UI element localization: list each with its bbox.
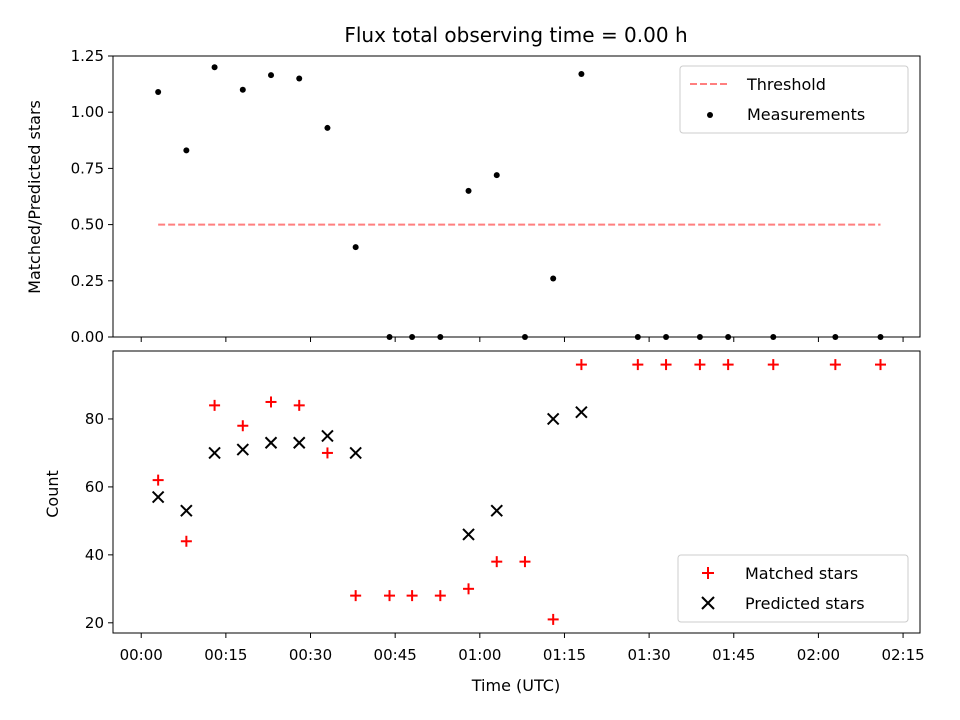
measurement-point xyxy=(296,75,303,82)
x-axis-label: Time (UTC) xyxy=(471,676,560,695)
measurement-point xyxy=(493,172,500,179)
x-tick-label: 02:15 xyxy=(881,646,924,664)
matched-star-point xyxy=(829,359,841,371)
matched-legend-label: Matched stars xyxy=(745,564,858,583)
matched-star-point xyxy=(519,556,531,568)
matched-star-point xyxy=(434,590,446,602)
matched-star-point xyxy=(237,420,249,432)
count-points xyxy=(151,359,886,625)
measurement-point xyxy=(352,244,359,251)
top-y-tick-label: 0.50 xyxy=(71,216,104,234)
top-legend: Threshold Measurements xyxy=(679,65,909,134)
top-y-tick-label: 1.00 xyxy=(71,103,104,121)
bottom-y-tick-label: 40 xyxy=(85,546,104,564)
x-tick-label: 00:15 xyxy=(204,646,247,664)
bottom-y-tick-label: 20 xyxy=(85,614,104,632)
top-panel: 0.00 0.25 0.50 0.75 1.00 1.25 Matched/Predict… xyxy=(25,47,921,346)
top-y-tick-label: 1.25 xyxy=(71,47,104,65)
matched-star-point xyxy=(767,359,779,371)
x-tick-label: 01:00 xyxy=(458,646,501,664)
bottom-axes-frame xyxy=(112,350,921,634)
measurement-point xyxy=(578,70,585,77)
measurements-legend-label: Measurements xyxy=(747,105,865,124)
matched-star-point xyxy=(152,474,164,486)
threshold-legend-label: Threshold xyxy=(746,75,826,94)
bottom-legend: Matched stars Predicted stars xyxy=(677,554,909,623)
top-y-ticks: 0.00 0.25 0.50 0.75 1.00 1.25 xyxy=(71,47,113,346)
matched-star-point xyxy=(575,359,587,371)
x-tick-label: 00:00 xyxy=(120,646,163,664)
measurement-point xyxy=(239,86,246,93)
top-y-tick-label: 0.00 xyxy=(71,328,104,346)
measurement-point xyxy=(550,275,557,282)
predicted-star-point xyxy=(180,504,193,517)
top-y-axis-label: Matched/Predicted stars xyxy=(25,100,44,294)
matched-star-point xyxy=(265,396,277,408)
x-tick-label: 00:45 xyxy=(374,646,417,664)
predicted-star-point xyxy=(462,528,475,541)
bottom-y-tick-label: 60 xyxy=(85,478,104,496)
top-y-tick-label: 0.75 xyxy=(71,159,104,177)
bottom-y-tick-label: 80 xyxy=(85,410,104,428)
measurements-legend-icon xyxy=(707,112,713,118)
matched-star-point xyxy=(463,583,475,595)
x-tick-label: 01:30 xyxy=(628,646,671,664)
matched-star-point xyxy=(209,399,221,411)
predicted-star-point xyxy=(293,436,306,449)
measurement-point xyxy=(155,88,162,95)
chart-title: Flux total observing time = 0.00 h xyxy=(344,23,687,47)
matched-star-point xyxy=(180,535,192,547)
predicted-star-point xyxy=(208,446,221,460)
measurement-point xyxy=(324,124,331,131)
matched-star-point xyxy=(547,613,559,625)
bottom-x-ticks: 00:00 00:15 00:30 00:45 01:00 01:15 01:30 01:45… xyxy=(120,633,925,664)
matched-star-point xyxy=(722,359,734,371)
matched-legend-icon xyxy=(702,567,714,579)
top-legend-box xyxy=(679,65,909,134)
measurement-point xyxy=(211,64,218,71)
bottom-y-ticks: 20 40 60 80 xyxy=(85,410,113,632)
predicted-legend-label: Predicted stars xyxy=(745,594,865,613)
predicted-star-point xyxy=(236,443,250,456)
matched-star-point xyxy=(293,399,305,411)
predicted-star-point xyxy=(546,412,560,426)
matched-star-point xyxy=(350,590,362,602)
bottom-legend-box xyxy=(677,554,909,623)
measurement-point xyxy=(465,187,472,194)
x-tick-label: 01:15 xyxy=(543,646,586,664)
predicted-star-point xyxy=(349,446,362,460)
matched-star-point xyxy=(660,359,672,371)
x-tick-label: 00:30 xyxy=(289,646,332,664)
predicted-star-point xyxy=(575,405,588,419)
predicted-star-point xyxy=(151,490,165,504)
predicted-legend-icon xyxy=(701,596,715,610)
matched-star-point xyxy=(406,590,418,602)
top-x-ticks xyxy=(140,337,904,342)
measurement-point xyxy=(268,72,275,79)
matched-star-point xyxy=(321,447,333,459)
predicted-star-point xyxy=(264,436,278,449)
matched-star-point xyxy=(632,359,644,371)
predicted-star-point xyxy=(321,429,334,443)
measurement-point xyxy=(183,147,190,154)
matched-star-point xyxy=(874,359,886,371)
bottom-panel: 20 40 60 80 Count 00:00 00:15 00:30 00:45 01:00… xyxy=(43,350,925,695)
bottom-y-axis-label: Count xyxy=(43,470,62,518)
x-tick-label: 02:00 xyxy=(797,646,840,664)
top-axes-frame xyxy=(112,55,921,338)
top-y-tick-label: 0.25 xyxy=(71,272,104,290)
x-tick-label: 01:45 xyxy=(712,646,755,664)
matched-star-point xyxy=(491,556,503,568)
matched-star-point xyxy=(694,359,706,371)
predicted-star-point xyxy=(490,504,503,517)
matched-star-point xyxy=(384,590,396,602)
